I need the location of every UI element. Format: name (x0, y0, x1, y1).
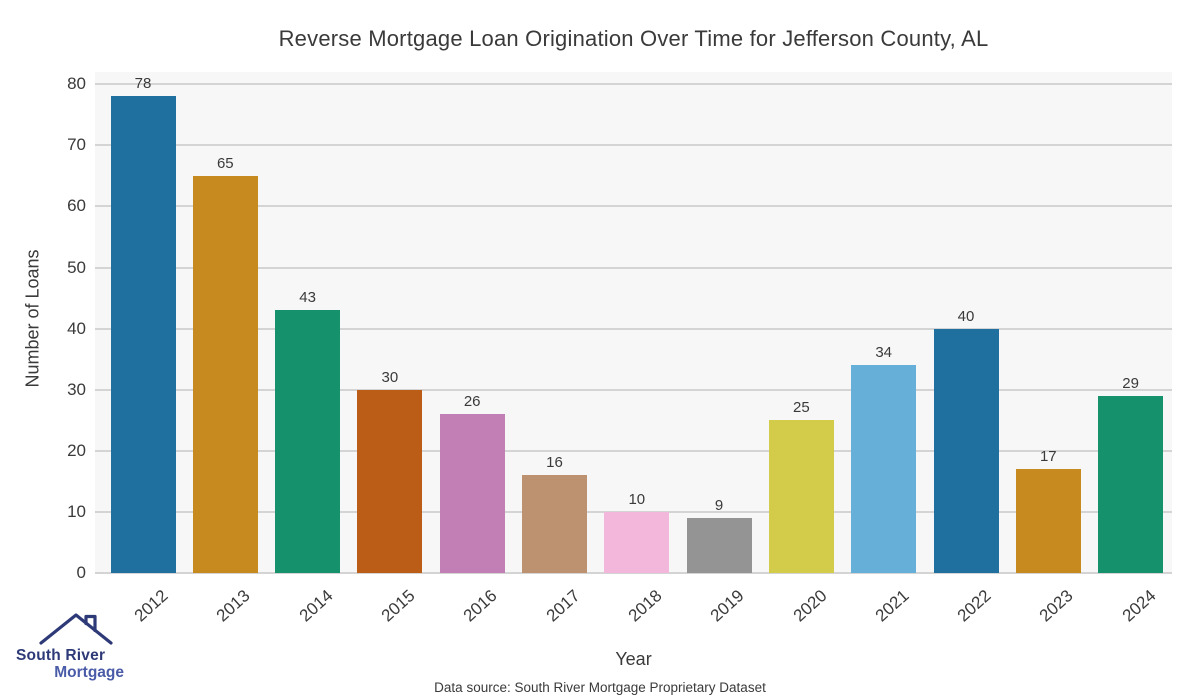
plot-area: 78 65 43 30 26 16 10 9 25 34 40 17 29 (95, 72, 1172, 574)
bar-2014 (275, 310, 341, 573)
x-tick-label-2013: 2013 (213, 586, 255, 626)
gridline-y-20 (95, 449, 1172, 452)
logo-text-line1: South River (16, 647, 106, 664)
bar-value-label-2022: 40 (957, 307, 975, 325)
company-logo: South River Mortgage (16, 612, 128, 682)
bar-value-label-2018: 10 (628, 490, 646, 508)
bar-2012 (110, 96, 176, 573)
bar-2019 (686, 518, 752, 573)
x-tick-label-2021: 2021 (871, 586, 913, 626)
x-tick-label-2014: 2014 (295, 586, 337, 626)
bar-value-label-2020: 25 (793, 399, 810, 417)
bar-value-label-2014: 43 (299, 289, 316, 307)
x-axis-label: Year (615, 649, 652, 669)
bar-2022 (933, 328, 999, 573)
x-tick-label-2020: 2020 (789, 586, 831, 626)
bar-value-label-2012: 78 (134, 75, 152, 93)
bar-value-label-2023: 17 (1039, 448, 1057, 466)
bar-2023 (1015, 469, 1081, 573)
bar-value-label-2024: 29 (1122, 374, 1139, 392)
logo-text-line2: Mortgage (54, 664, 124, 681)
y-tick-label-50: 50 (67, 257, 86, 277)
bar-2024 (1098, 395, 1164, 573)
y-tick-label-30: 30 (67, 379, 86, 399)
x-tick-label-2024: 2024 (1118, 586, 1160, 626)
chart-title: Reverse Mortgage Loan Origination Over T… (278, 26, 989, 51)
x-tick-label-2012: 2012 (130, 586, 172, 626)
y-tick-label-10: 10 (67, 501, 86, 521)
x-tick-label-2019: 2019 (706, 586, 748, 626)
bar-2016 (439, 414, 505, 573)
bar-2018 (604, 511, 670, 573)
bar-2015 (357, 389, 423, 573)
bar-2013 (192, 175, 258, 573)
gridline-y-0 (95, 572, 1172, 574)
house-roof-icon (16, 612, 128, 646)
bar-2017 (522, 475, 587, 573)
x-tick-label-2017: 2017 (542, 586, 584, 626)
bar-value-label-2015: 30 (381, 368, 399, 386)
bar-value-label-2019: 9 (714, 497, 724, 514)
gridline-y-50 (95, 266, 1172, 269)
y-tick-label-0: 0 (76, 563, 86, 582)
x-tick-label-2022: 2022 (953, 586, 995, 626)
bar-value-label-2017: 16 (546, 454, 563, 472)
y-tick-label-20: 20 (67, 440, 86, 460)
gridline-y-30 (95, 388, 1172, 391)
data-source-note: Data source: South River Mortgage Propri… (434, 680, 766, 695)
bar-value-label-2021: 34 (875, 344, 893, 362)
gridline-y-40 (95, 327, 1172, 330)
bar-2020 (768, 420, 834, 573)
y-tick-label-70: 70 (67, 135, 86, 155)
y-tick-label-80: 80 (67, 74, 86, 94)
bar-value-label-2016: 26 (463, 393, 481, 411)
bar-2021 (851, 365, 917, 573)
x-tick-label-2018: 2018 (624, 586, 666, 626)
x-tick-label-2015: 2015 (377, 586, 419, 626)
gridline-y-80 (95, 83, 1172, 86)
y-tick-label-60: 60 (67, 196, 86, 216)
gridline-y-60 (95, 205, 1172, 208)
y-tick-label-40: 40 (67, 318, 86, 338)
gridline-y-10 (95, 510, 1172, 513)
x-tick-label-2023: 2023 (1036, 586, 1078, 626)
bar-value-label-2013: 65 (216, 154, 234, 172)
gridline-y-70 (95, 144, 1172, 147)
x-tick-label-2016: 2016 (460, 586, 501, 626)
